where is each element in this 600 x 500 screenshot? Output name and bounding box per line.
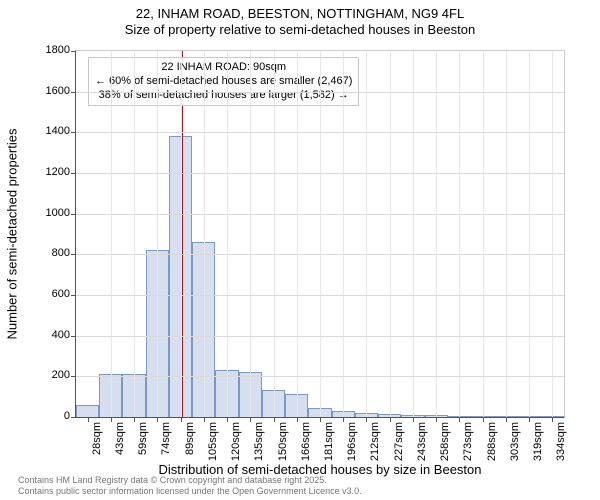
grid-line [529, 51, 530, 417]
y-tick-label: 1400 [46, 125, 70, 137]
y-tick-mark [71, 214, 76, 215]
grid-line [552, 51, 553, 417]
x-tick-label: 120sqm [230, 422, 242, 461]
x-tick-mark [413, 417, 414, 422]
grid-line [343, 51, 344, 417]
y-tick-mark [71, 254, 76, 255]
credits: Contains HM Land Registry data © Crown c… [18, 475, 362, 497]
y-tick-mark [71, 295, 76, 296]
grid-line [320, 51, 321, 417]
grid-line [204, 51, 205, 417]
y-tick-label: 800 [52, 247, 70, 259]
y-tick-label: 0 [64, 410, 70, 422]
x-tick-mark [274, 417, 275, 422]
y-tick-label: 1200 [46, 166, 70, 178]
x-tick-label: 105sqm [207, 422, 219, 461]
x-tick-label: 288sqm [486, 422, 498, 461]
x-tick-mark [552, 417, 553, 422]
grid-line [390, 51, 391, 417]
y-tick-mark [71, 51, 76, 52]
credits-line-2: Contains public sector information licen… [18, 486, 362, 497]
x-tick-label: 59sqm [137, 422, 149, 455]
grid-line [436, 51, 437, 417]
x-tick-label: 196sqm [346, 422, 358, 461]
annotation-box: 22 INHAM ROAD: 90sqm ← 60% of semi-detac… [88, 57, 359, 106]
grid-line [413, 51, 414, 417]
x-tick-label: 28sqm [91, 422, 103, 455]
x-tick-mark [227, 417, 228, 422]
grid-line [459, 51, 460, 417]
x-tick-mark [157, 417, 158, 422]
x-tick-mark [320, 417, 321, 422]
y-tick-mark [71, 336, 76, 337]
x-tick-label: 89sqm [184, 422, 196, 455]
x-tick-label: 150sqm [277, 422, 289, 461]
x-tick-mark [88, 417, 89, 422]
y-tick-mark [71, 173, 76, 174]
x-tick-label: 243sqm [416, 422, 428, 461]
y-tick-mark [71, 376, 76, 377]
grid-line [227, 51, 228, 417]
chart-title: 22, INHAM ROAD, BEESTON, NOTTINGHAM, NG9… [0, 6, 600, 39]
grid-line [366, 51, 367, 417]
x-tick-mark [483, 417, 484, 422]
grid-line [274, 51, 275, 417]
x-tick-mark [529, 417, 530, 422]
y-tick-label: 400 [52, 329, 70, 341]
grid-line [111, 51, 112, 417]
x-tick-label: 135sqm [253, 422, 265, 461]
x-tick-label: 212sqm [369, 422, 381, 461]
title-line-2: Size of property relative to semi-detach… [0, 22, 600, 38]
grid-line [181, 51, 182, 417]
grid-line [157, 51, 158, 417]
y-tick-mark [71, 92, 76, 93]
x-tick-label: 303sqm [509, 422, 521, 461]
x-tick-label: 74sqm [160, 422, 172, 455]
plot-area: 22 INHAM ROAD: 90sqm ← 60% of semi-detac… [75, 50, 565, 418]
x-tick-mark [204, 417, 205, 422]
y-tick-label: 200 [52, 369, 70, 381]
x-tick-mark [390, 417, 391, 422]
x-tick-mark [366, 417, 367, 422]
credits-line-1: Contains HM Land Registry data © Crown c… [18, 475, 362, 486]
grid-line [506, 51, 507, 417]
x-tick-mark [111, 417, 112, 422]
x-tick-mark [506, 417, 507, 422]
x-tick-label: 227sqm [393, 422, 405, 461]
y-tick-label: 1000 [46, 207, 70, 219]
y-tick-mark [71, 132, 76, 133]
x-tick-label: 334sqm [555, 422, 567, 461]
x-tick-mark [250, 417, 251, 422]
x-tick-label: 43sqm [114, 422, 126, 455]
grid-line [134, 51, 135, 417]
x-tick-label: 258sqm [439, 422, 451, 461]
x-tick-mark [134, 417, 135, 422]
y-tick-label: 1600 [46, 85, 70, 97]
grid-line [483, 51, 484, 417]
histogram-chart: 22, INHAM ROAD, BEESTON, NOTTINGHAM, NG9… [0, 0, 600, 500]
x-tick-label: 273sqm [462, 422, 474, 461]
x-tick-mark [459, 417, 460, 422]
y-tick-mark [71, 417, 76, 418]
grid-line [250, 51, 251, 417]
x-tick-label: 166sqm [300, 422, 312, 461]
x-tick-mark [181, 417, 182, 422]
y-tick-label: 1800 [46, 44, 70, 56]
x-tick-label: 319sqm [532, 422, 544, 461]
x-tick-label: 181sqm [323, 422, 335, 461]
title-line-1: 22, INHAM ROAD, BEESTON, NOTTINGHAM, NG9… [0, 6, 600, 22]
y-tick-label: 600 [52, 288, 70, 300]
x-tick-mark [297, 417, 298, 422]
x-tick-mark [436, 417, 437, 422]
histogram-bar [76, 405, 99, 417]
x-tick-mark [343, 417, 344, 422]
y-axis-label: Number of semi-detached properties [5, 129, 20, 340]
grid-line [297, 51, 298, 417]
